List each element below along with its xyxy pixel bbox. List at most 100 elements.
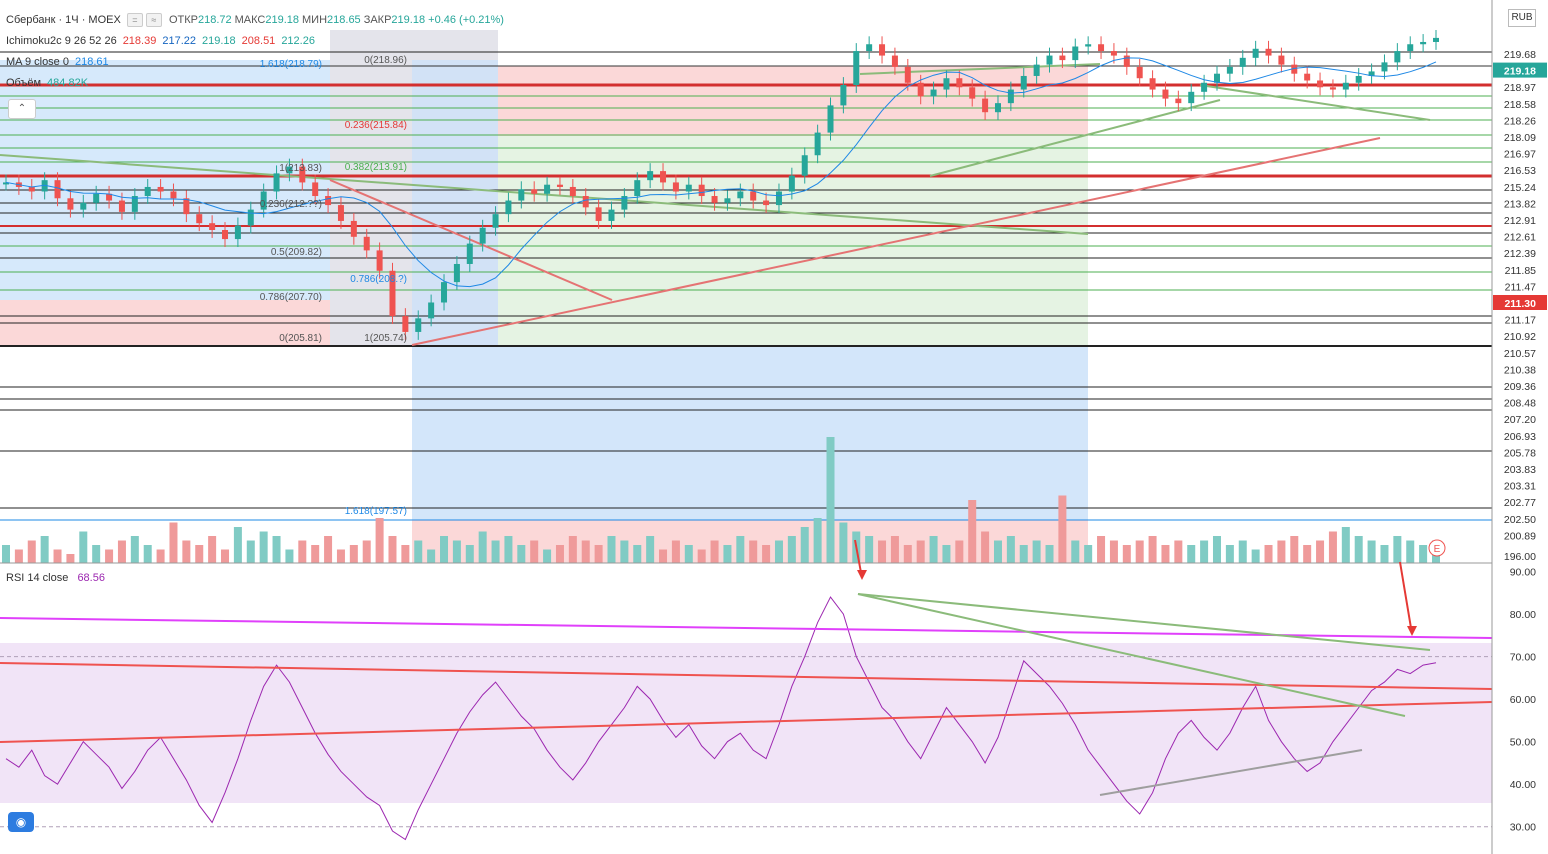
fib-label: 0.382(213.91)	[345, 162, 407, 173]
volume-bar	[594, 545, 603, 563]
volume-bar	[92, 545, 101, 563]
volume-bar	[504, 536, 513, 563]
candle-body	[1433, 37, 1439, 42]
ohlc-label: ЗАКР	[363, 13, 392, 26]
fib-label: 0.786(207.70)	[260, 292, 322, 303]
logo-glyph: ◉	[15, 815, 27, 829]
volume-bar	[697, 549, 706, 563]
indicator-name: MA 9 close 0	[6, 56, 69, 68]
candle-body	[956, 78, 963, 88]
candle-body	[106, 193, 113, 201]
price-axis-label: 196.00	[1504, 551, 1536, 563]
volume-bar	[388, 536, 397, 563]
volume-bar	[40, 536, 49, 563]
trend-line	[1199, 84, 1431, 121]
candle-body	[222, 230, 229, 240]
candle-body	[1342, 82, 1349, 90]
volume-bar	[27, 540, 36, 563]
candle-body	[531, 189, 538, 194]
candle-body	[157, 186, 164, 192]
compare-icon[interactable]: =	[126, 13, 143, 27]
candle-body	[1368, 71, 1375, 76]
indicator-legend-row[interactable]: Объём 484.82K	[6, 77, 88, 89]
volume-bar	[981, 531, 990, 563]
candle-body	[441, 282, 448, 303]
earnings-marker-label: E	[1434, 544, 1441, 555]
volume-bar	[1406, 540, 1415, 563]
price-axis-label: 218.09	[1504, 132, 1536, 144]
price-axis-label: 219.68	[1504, 49, 1536, 61]
fib-label: 1.618(218.79)	[260, 59, 322, 70]
volume-bar	[169, 522, 178, 563]
candle-body	[891, 55, 898, 67]
fib-zone-green	[498, 136, 1088, 346]
candle-body	[209, 223, 216, 230]
candle-body	[853, 51, 860, 86]
fib-label: 0.236(215.84)	[345, 120, 407, 131]
candle-body	[582, 196, 589, 208]
candle-body	[479, 227, 486, 244]
volume-bar	[555, 545, 564, 563]
price-axis-label: 211.17	[1505, 315, 1536, 327]
candle-body	[41, 180, 48, 192]
candle-body	[1007, 89, 1014, 104]
candle-body	[724, 198, 731, 203]
volume-bar	[130, 536, 139, 563]
candle-body	[415, 318, 422, 332]
indicator-legend-row[interactable]: Ichimoku2c 9 26 52 26 218.39 217.22 219.18 2…	[6, 35, 315, 47]
volume-bar	[465, 545, 474, 563]
currency-badge[interactable]: RUB	[1508, 9, 1536, 27]
ohlc-values: ОТКР218.72 МАКС219.18 МИН218.65 ЗАКР219.18	[165, 14, 425, 26]
candles-group	[3, 29, 1439, 340]
candle-body	[814, 132, 821, 156]
volume-bar	[826, 437, 835, 563]
change-value: +0.46 (+0.21%)	[428, 13, 504, 26]
candle-body	[943, 78, 950, 90]
volume-bar	[968, 500, 977, 563]
indicator-legend-row[interactable]: MA 9 close 0 218.61	[6, 56, 109, 68]
rsi-axis-label: 90.00	[1510, 567, 1536, 579]
volume-bar	[1032, 540, 1041, 563]
candle-body	[273, 173, 280, 192]
indicator-value: 208.51	[241, 35, 276, 47]
rsi-legend: RSI 14 close 68.56	[6, 572, 105, 584]
candle-body	[788, 175, 795, 192]
candle-body	[363, 236, 370, 251]
candle-body	[1329, 87, 1336, 90]
candle-body	[711, 196, 718, 203]
settings-wave-icon[interactable]: ≈	[145, 13, 162, 27]
volume-bar	[865, 536, 874, 563]
volume-bar	[1238, 540, 1247, 563]
price-axis-label: 210.57	[1504, 348, 1536, 360]
chevron-up-icon: ⌃	[17, 103, 27, 114]
volume-bar	[182, 540, 191, 563]
volume-bar	[1122, 545, 1131, 563]
price-axis-label: 218.97	[1504, 82, 1536, 94]
fib-zone-red-2	[498, 66, 1088, 136]
candle-body	[1162, 89, 1169, 99]
fib-label: 1(205.74)	[364, 333, 407, 344]
candle-body	[569, 186, 576, 197]
price-axis-label: 216.97	[1504, 149, 1536, 161]
volume-bar	[1045, 545, 1054, 563]
rsi-trend-line	[0, 701, 1493, 743]
rsi-trend-line	[857, 593, 1431, 651]
volume-bar	[298, 540, 307, 563]
volume-bar	[993, 540, 1002, 563]
fib-zone-blue-3	[412, 346, 1088, 520]
volume-bar	[1058, 495, 1067, 563]
candle-body	[672, 182, 679, 192]
volume-bar	[929, 536, 938, 563]
price-axis-label: 213.82	[1504, 198, 1536, 210]
volume-bar	[79, 531, 88, 563]
price-highlight	[1493, 62, 1547, 78]
tradingview-logo-icon[interactable]: ◉	[8, 812, 34, 832]
ohlc-label: ОТКР	[168, 13, 198, 26]
volume-bar	[1328, 531, 1337, 563]
trend-line	[0, 154, 1089, 235]
collapse-legend-button[interactable]: ⌃	[8, 99, 36, 119]
volume-bar	[336, 549, 345, 563]
volume-bar	[349, 545, 358, 563]
candle-body	[1072, 46, 1079, 61]
